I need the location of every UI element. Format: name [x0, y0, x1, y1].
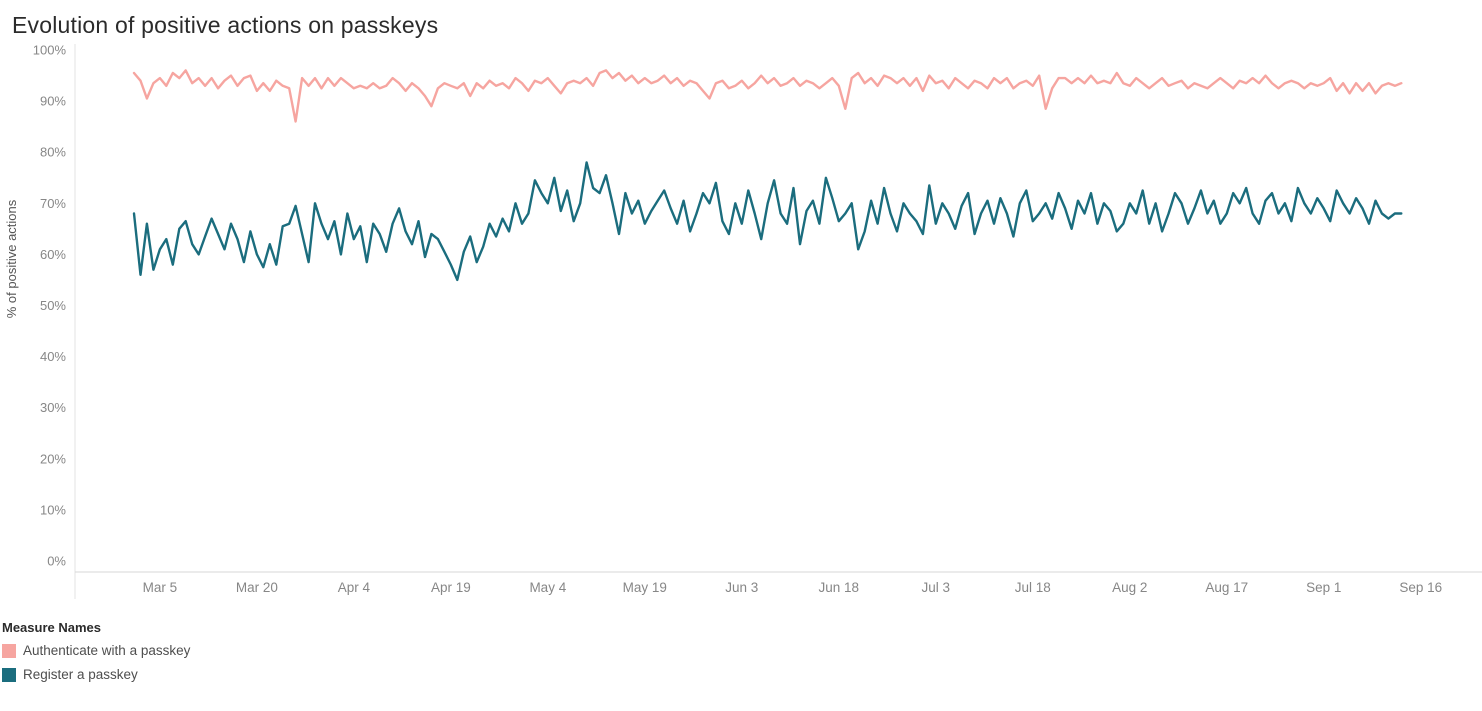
legend-swatch-register-icon	[2, 667, 16, 682]
y-tick-label: 10%	[40, 502, 66, 517]
legend: Measure Names Authenticate with a passke…	[0, 614, 1482, 682]
chart-title: Evolution of positive actions on passkey…	[12, 12, 439, 38]
x-tick-label: Mar 5	[143, 580, 178, 595]
y-tick-label: 20%	[40, 451, 66, 466]
legend-swatch-authenticate-icon	[2, 643, 16, 658]
legend-title: Measure Names	[2, 620, 101, 635]
legend-label-authenticate: Authenticate with a passkey	[23, 643, 191, 658]
legend-item-authenticate[interactable]: Authenticate with a passkey	[2, 643, 1482, 658]
x-tick-label: May 4	[529, 580, 566, 595]
y-tick-label: 50%	[40, 298, 66, 313]
line-chart[interactable]: 0% 10% 20% 30% 40% 50% 60% 70% 80% 90% 100% % of po…	[0, 39, 1482, 614]
legend-label-register: Register a passkey	[23, 667, 138, 682]
legend-item-register[interactable]: Register a passkey	[2, 667, 1482, 682]
x-tick-label: Jul 3	[922, 580, 951, 595]
x-tick-label: Jun 18	[819, 580, 860, 595]
x-tick-label: Jun 3	[725, 580, 758, 595]
x-tick-label: May 19	[623, 580, 667, 595]
y-tick-label: 100%	[33, 43, 67, 58]
series-line-register[interactable]	[132, 161, 1403, 282]
y-tick-label: 60%	[40, 247, 66, 262]
x-tick-label: Apr 4	[338, 580, 371, 595]
x-tick-label: Sep 16	[1399, 580, 1442, 595]
x-tick-label: Aug 17	[1205, 580, 1248, 595]
y-tick-label: 80%	[40, 145, 66, 160]
y-tick-label: 30%	[40, 400, 66, 415]
x-tick-label: Sep 1	[1306, 580, 1341, 595]
x-tick-label: Jul 18	[1015, 580, 1051, 595]
y-axis-title: % of positive actions	[4, 199, 19, 318]
y-tick-label: 0%	[47, 554, 66, 569]
y-tick-label: 90%	[40, 94, 66, 109]
x-tick-label: Mar 20	[236, 580, 278, 595]
y-tick-label: 70%	[40, 196, 66, 211]
x-tick-label: Apr 19	[431, 580, 471, 595]
y-tick-label: 40%	[40, 349, 66, 364]
series-line-authenticate[interactable]	[132, 69, 1403, 123]
x-tick-label: Aug 2	[1112, 580, 1147, 595]
